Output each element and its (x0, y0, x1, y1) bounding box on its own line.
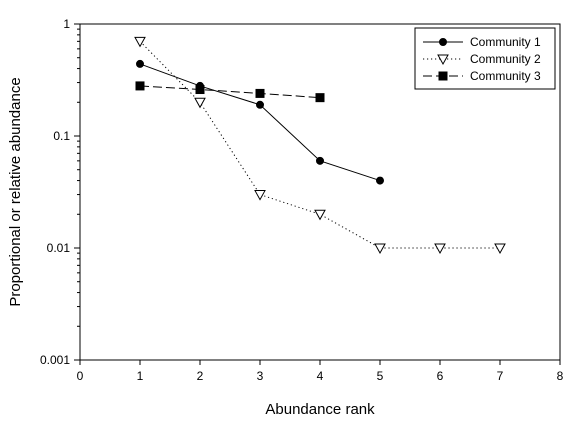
legend-swatch-marker-3 (438, 71, 448, 81)
series-2 (134, 36, 506, 255)
series-3-line (139, 85, 321, 99)
series-1-point-3 (256, 100, 264, 109)
legend-box (414, 27, 556, 90)
legend-label-3: Community 3 (470, 69, 541, 83)
x-tick-label-4: 4 (317, 369, 324, 383)
legend-swatch-marker-1 (439, 38, 447, 46)
series-1 (136, 59, 384, 185)
series-3-point-4 (315, 93, 325, 103)
legend-item-1: Community 1 (423, 35, 541, 49)
x-axis-title: Abundance rank (265, 401, 375, 418)
legend-swatch-marker-2 (437, 54, 449, 66)
series-3-point-3 (255, 88, 265, 98)
legend-label-1: Community 1 (470, 35, 541, 49)
x-tick-label-5: 5 (377, 369, 384, 383)
x-tick-label-3: 3 (257, 369, 264, 383)
y-tick-label-1: 0.1 (53, 129, 70, 143)
series-3 (135, 81, 325, 103)
series-2-point-7 (494, 243, 506, 255)
x-tick-label-0: 0 (77, 369, 84, 383)
series-3-point-2 (195, 85, 205, 95)
series-2-point-3 (254, 190, 266, 201)
series-1-line (139, 63, 381, 182)
series-2-point-2 (194, 97, 206, 109)
legend-item-2: Community 2 (423, 52, 541, 66)
legend: Community 1 Community 2 Community 3 (414, 27, 556, 90)
x-tick-label-7: 7 (497, 369, 504, 383)
y-axis-title: Proportional or relative abundance (7, 77, 24, 306)
series-1-point-1 (136, 59, 144, 68)
y-tick-label-3: 0.001 (40, 353, 70, 367)
x-tick-label-6: 6 (437, 369, 444, 383)
x-axis: 0 1 2 3 4 5 6 7 8 (77, 360, 564, 383)
x-tick-label-2: 2 (197, 369, 204, 383)
series-2-point-5 (374, 243, 386, 255)
series-1-point-5 (376, 176, 384, 185)
series-layer (134, 36, 506, 255)
y-axis: 1 0.1 0.01 0.001 (40, 17, 80, 367)
y-tick-label-2: 0.01 (47, 241, 71, 255)
legend-label-2: Community 2 (470, 52, 541, 66)
legend-item-3: Community 3 (423, 69, 541, 83)
series-2-point-1 (134, 36, 146, 48)
series-2-point-6 (434, 243, 446, 255)
series-2-point-4 (314, 209, 326, 221)
y-tick-label-0: 1 (63, 17, 70, 31)
x-tick-label-1: 1 (137, 369, 144, 383)
series-3-point-1 (135, 81, 145, 91)
series-1-point-4 (316, 156, 324, 165)
x-tick-label-8: 8 (557, 369, 564, 383)
